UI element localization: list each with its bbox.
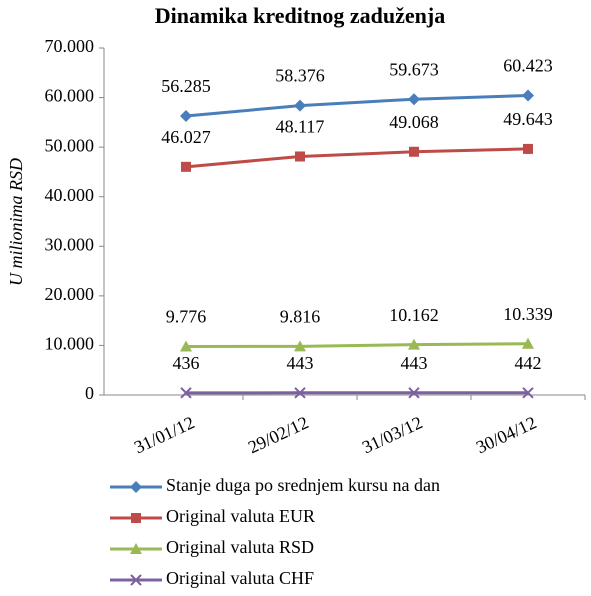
marker (409, 146, 419, 157)
marker (522, 387, 534, 399)
data-label: 10.339 (503, 304, 553, 324)
marker (522, 89, 534, 102)
data-label: 58.376 (275, 66, 325, 86)
series-line (185, 93, 529, 118)
y-tick-label: 50.000 (45, 135, 95, 155)
y-tick-label: 30.000 (45, 234, 95, 254)
marker (130, 481, 142, 493)
legend-label: Stanje duga po srednjem kursu na dan (166, 475, 440, 495)
marker (295, 151, 305, 162)
marker (130, 543, 142, 554)
data-label: 49.643 (503, 109, 553, 129)
y-axis-label: U milionima RSD (6, 158, 26, 286)
marker (408, 338, 420, 350)
x-tick-label: 29/02/12 (245, 412, 311, 457)
y-tick-label: 0 (85, 383, 94, 403)
x-tick-label: 30/04/12 (473, 412, 539, 457)
data-label: 9.776 (166, 307, 207, 327)
x-tick-label: 31/01/12 (131, 412, 197, 457)
legend-label: Original valuta RSD (166, 537, 314, 557)
marker (180, 109, 192, 122)
y-tick-label: 60.000 (45, 86, 95, 106)
data-label: 49.068 (389, 112, 439, 132)
y-tick-label: 10.000 (45, 334, 95, 354)
marker (408, 93, 420, 106)
marker (131, 513, 141, 523)
marker (294, 99, 306, 112)
data-label: 10.162 (389, 305, 439, 325)
data-label: 436 (173, 353, 200, 373)
marker (522, 337, 534, 349)
marker (180, 340, 192, 352)
data-label: 443 (401, 353, 428, 373)
data-label: 442 (515, 353, 542, 373)
data-label: 46.027 (161, 127, 211, 147)
y-tick-label: 70.000 (45, 36, 95, 56)
series-line (185, 342, 529, 349)
data-label: 48.117 (276, 117, 325, 137)
marker (130, 574, 142, 586)
y-tick-label: 20.000 (45, 284, 95, 304)
data-label: 56.285 (161, 76, 211, 96)
marker (294, 387, 306, 399)
marker (408, 387, 420, 399)
chart-title: Dinamika kreditnog zaduženja (155, 3, 446, 28)
data-label: 60.423 (503, 56, 553, 76)
x-tick-label: 31/03/12 (359, 412, 425, 457)
y-tick-label: 40.000 (45, 185, 95, 205)
marker (181, 161, 191, 172)
marker (180, 387, 192, 399)
data-label: 443 (287, 353, 314, 373)
legend-label: Original valuta CHF (166, 568, 314, 588)
data-label: 9.816 (280, 306, 321, 326)
series-line (185, 147, 529, 169)
marker (523, 143, 533, 154)
data-label: 59.673 (389, 59, 439, 79)
marker (294, 340, 306, 352)
legend-label: Original valuta EUR (166, 506, 315, 526)
